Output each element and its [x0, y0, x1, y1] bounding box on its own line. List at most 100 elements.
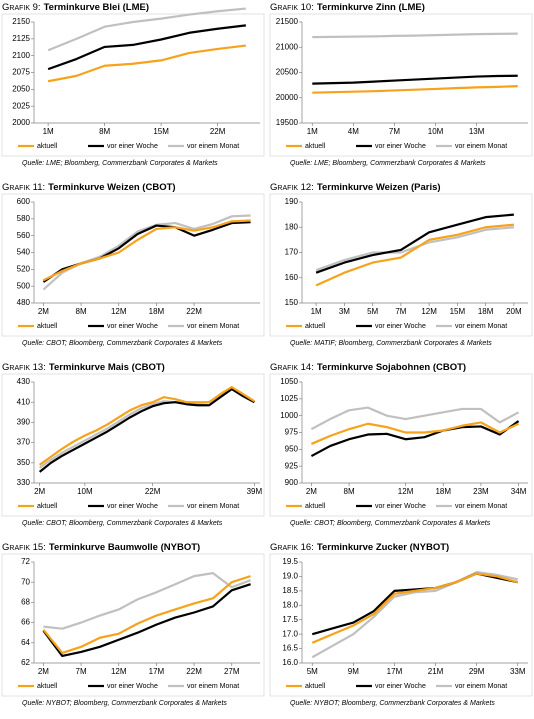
y-tick-label: 2100: [12, 51, 30, 60]
legend-label: vor einer Woche: [375, 323, 426, 330]
legend-label: vor einer Woche: [107, 143, 158, 150]
x-tick-label: 27M: [224, 667, 240, 676]
chart-label: Grafik 12:: [270, 182, 314, 193]
legend-label: aktuell: [37, 683, 58, 690]
x-tick-label: 1M: [43, 127, 54, 136]
series-line: [42, 219, 251, 282]
y-tick-label: 500: [17, 281, 31, 290]
x-tick-label: 5M: [307, 667, 318, 676]
chart-title-text: Terminkurve Weizen (Paris): [317, 182, 441, 193]
y-tick-label: 64: [21, 638, 30, 647]
y-tick-label: 190: [285, 197, 299, 206]
source-note: Quelle: LME; Bloomberg, Commerzbank Corp…: [22, 160, 218, 167]
x-tick-label: 8M: [76, 307, 87, 316]
y-tick-label: 21500: [276, 17, 299, 26]
y-tick-label: 21000: [276, 42, 299, 51]
series-line: [47, 7, 246, 52]
y-tick-label: 2000: [12, 118, 30, 127]
y-tick-label: 150: [285, 298, 299, 307]
series-line: [310, 421, 520, 445]
x-tick-label: 2M: [34, 487, 45, 496]
legend-label: vor einem Monat: [187, 143, 239, 150]
y-tick-label: 68: [21, 598, 30, 607]
legend-label: aktuell: [305, 143, 326, 150]
y-tick-label: 2050: [12, 84, 30, 93]
chart-title: Grafik 16: Terminkurve Zucker (NYBOT): [270, 542, 449, 553]
y-tick-label: 520: [17, 264, 31, 273]
chart-title: Grafik 15: Terminkurve Baumwolle (NYBOT): [2, 542, 200, 553]
legend-label: vor einem Monat: [455, 503, 507, 510]
x-tick-label: 23M: [473, 487, 489, 496]
chart-title: Grafik 9: Terminkurve Blei (LME): [2, 2, 149, 13]
legend-label: vor einer Woche: [107, 503, 158, 510]
legend-label: vor einem Monat: [455, 143, 507, 150]
chart-title: Grafik 14: Terminkurve Sojabohnen (CBOT): [270, 362, 466, 373]
x-tick-label: 17M: [387, 667, 403, 676]
x-tick-label: 9M: [348, 667, 359, 676]
y-tick-label: 72: [21, 557, 30, 566]
x-tick-label: 12M: [111, 307, 127, 316]
x-tick-label: 22M: [186, 667, 202, 676]
legend-label: vor einem Monat: [187, 323, 239, 330]
x-tick-label: 39M: [247, 487, 263, 496]
x-tick-label: 5M: [367, 307, 378, 316]
series-line: [311, 572, 519, 644]
source-note: Quelle: NYBOT; Bloomberg, Commerzbank Co…: [290, 700, 495, 707]
x-tick-label: 20M: [506, 307, 522, 316]
chart-label: Grafik 11:: [2, 182, 45, 193]
legend-label: aktuell: [37, 323, 58, 330]
x-tick-label: 10M: [428, 127, 444, 136]
x-tick-label: 2M: [38, 307, 49, 316]
x-tick-label: 22M: [210, 127, 226, 136]
chart-frame: [1, 553, 265, 697]
chart-title: Grafik 13: Terminkurve Mais (CBOT): [2, 362, 165, 373]
legend-label: vor einer Woche: [375, 143, 426, 150]
x-tick-label: 29M: [469, 667, 485, 676]
y-tick-label: 19.0: [282, 572, 298, 581]
x-tick-label: 15M: [153, 127, 169, 136]
legend-label: vor einer Woche: [375, 683, 426, 690]
y-tick-label: 17.0: [282, 629, 298, 638]
series-line: [312, 85, 518, 94]
chart-frame: [269, 193, 533, 337]
source-note: Quelle: NYBOT; Bloomberg, Commerzbank Co…: [22, 700, 227, 707]
chart-title-text: Terminkurve Blei (LME): [44, 2, 149, 13]
x-tick-label: 18M: [149, 307, 165, 316]
series-line: [39, 385, 255, 466]
legend-label: vor einem Monat: [187, 683, 239, 690]
series-line: [311, 572, 518, 636]
legend-label: aktuell: [37, 143, 58, 150]
legend-label: vor einer Woche: [107, 323, 158, 330]
chart-frame: [1, 193, 265, 337]
series-line: [42, 575, 251, 655]
y-tick-label: 370: [17, 438, 31, 447]
chart-frame: [269, 373, 533, 517]
x-tick-label: 4M: [348, 127, 359, 136]
x-tick-label: 18M: [478, 307, 494, 316]
series-line: [42, 583, 251, 658]
x-tick-label: 12M: [111, 667, 127, 676]
x-tick-label: 7M: [389, 127, 400, 136]
x-tick-label: 1M: [311, 307, 322, 316]
legend-label: aktuell: [305, 683, 326, 690]
x-tick-label: 7M: [395, 307, 406, 316]
x-tick-label: 8M: [344, 487, 355, 496]
chart-frame: [269, 553, 533, 697]
y-tick-label: 20500: [276, 68, 299, 77]
x-tick-label: 22M: [186, 307, 202, 316]
series-line: [310, 420, 520, 458]
x-tick-label: 7M: [76, 667, 87, 676]
x-tick-label: 2M: [306, 487, 317, 496]
y-tick-label: 580: [17, 214, 31, 223]
y-tick-label: 170: [285, 248, 299, 257]
chart-title-text: Terminkurve Baumwolle (NYBOT): [49, 542, 200, 553]
legend-label: aktuell: [305, 323, 326, 330]
y-tick-label: 600: [17, 197, 31, 206]
y-tick-label: 2125: [12, 34, 30, 43]
y-tick-label: 950: [285, 444, 299, 453]
y-tick-label: 160: [285, 273, 299, 282]
x-tick-label: 17M: [149, 667, 165, 676]
y-tick-label: 2025: [12, 101, 30, 110]
y-tick-label: 975: [285, 428, 299, 437]
